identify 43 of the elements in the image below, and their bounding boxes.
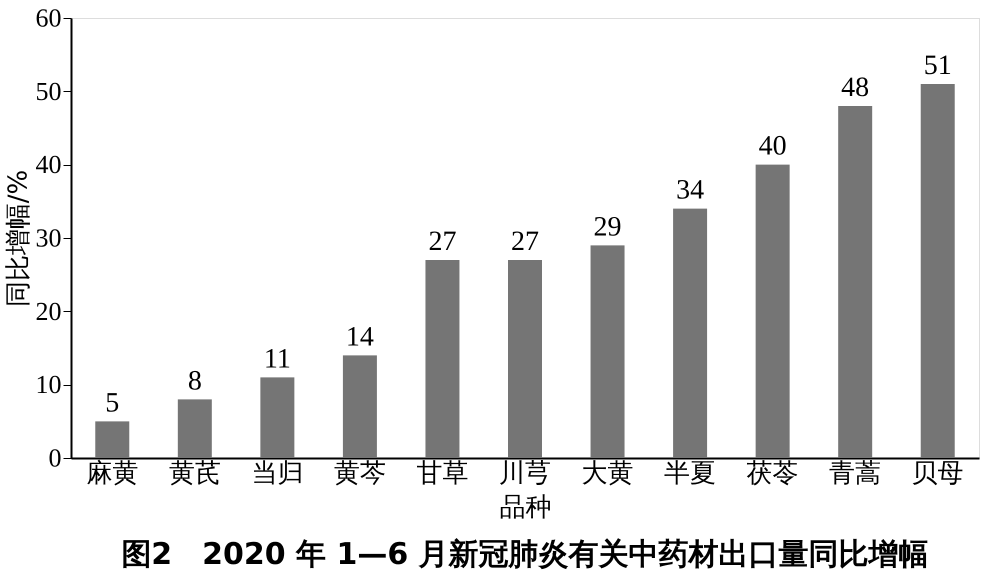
bar [342,355,377,458]
x-tick-label: 茯苓 [746,458,799,488]
data-label: 8 [188,365,202,396]
data-label: 34 [676,174,704,206]
x-tick-label: 当归 [251,458,304,488]
y-tick-label: 50 [36,76,62,106]
bar [756,164,790,458]
bar [590,245,625,458]
data-label: 5 [105,387,120,418]
y-tick-label: 30 [36,224,62,252]
bar [178,399,212,458]
data-label: 27 [428,226,456,257]
bar [920,84,955,458]
x-tick-label: 黄芩 [334,458,386,488]
y-tick-label: 20 [36,296,62,326]
x-tick-label: 青蒿 [829,458,882,488]
x-tick-label: 甘草 [416,458,468,488]
y-tick-label: 10 [36,370,62,400]
bar [673,208,708,458]
bar [508,260,542,458]
y-tick-label: 0 [48,444,62,472]
bar [838,106,872,458]
data-label: 27 [511,226,539,257]
x-tick-label: 贝母 [912,458,964,488]
x-tick-label: 麻黄 [86,458,138,488]
bar [425,260,460,458]
data-label: 51 [924,50,952,81]
data-label: 11 [264,343,291,374]
text: 图2 2020 年 1—6 月新冠肺炎有关中药材出口量同比增幅 [121,537,929,572]
x-tick-label: 黄芪 [168,458,221,488]
data-label: 48 [841,72,870,103]
x-tick-label: 大黄 [582,458,634,488]
y-axis-title: 同比增幅/% [4,170,34,308]
y-tick-label: 60 [36,4,62,32]
data-label: 29 [594,211,622,242]
bar [95,421,130,458]
y-tick-label: 40 [36,150,62,180]
x-tick-label: 半夏 [664,458,716,488]
data-label: 14 [346,321,374,352]
x-axis-title: 品种 [500,492,552,522]
x-tick-label: 川芎 [499,458,551,488]
bar [260,377,294,458]
data-label: 40 [758,130,787,162]
